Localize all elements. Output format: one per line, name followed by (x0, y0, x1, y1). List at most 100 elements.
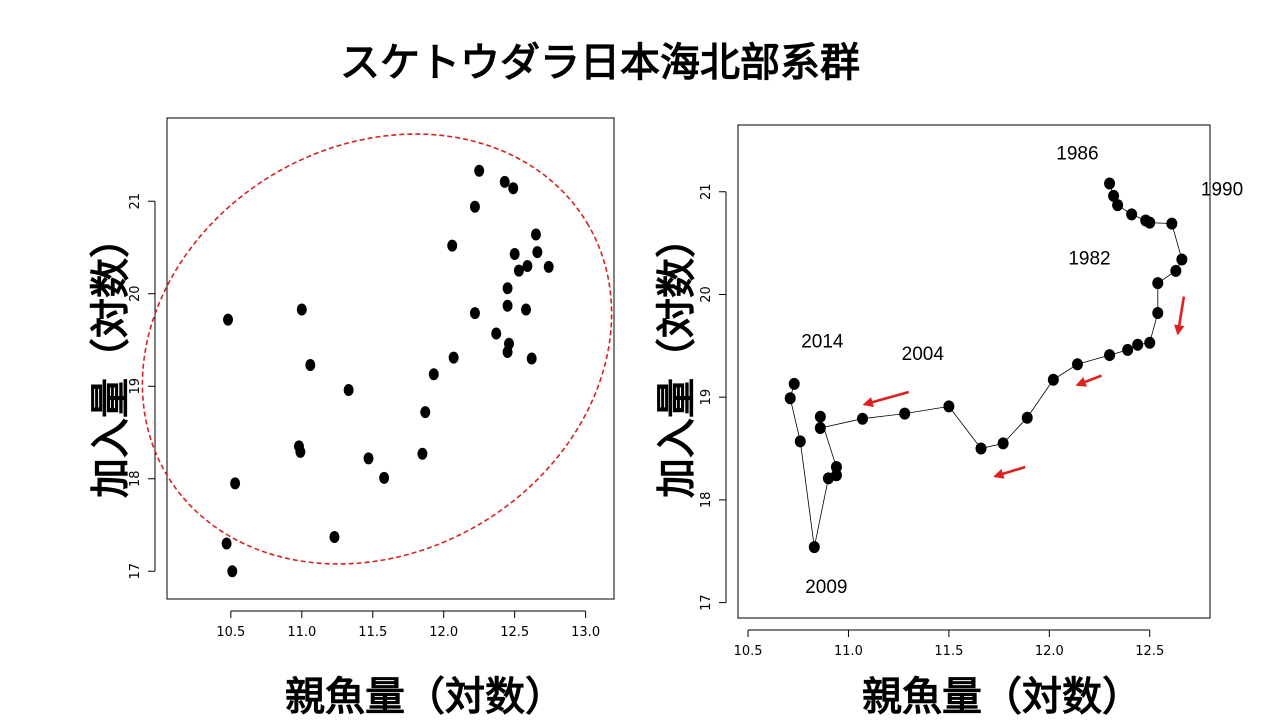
direction-arrow (862, 390, 910, 408)
trajectory-point (1047, 373, 1059, 386)
scatter-point (305, 358, 316, 371)
right-chart-y-tick-label: 20 (699, 286, 714, 303)
scatter-point (295, 445, 306, 458)
left-chart-x-tick-label: 12.5 (500, 625, 529, 640)
year-label: 2014 (801, 332, 844, 353)
year-label: 2004 (902, 344, 945, 365)
scatter-point (522, 260, 533, 272)
trajectory-point (1122, 343, 1134, 356)
left-chart-x-tick-label: 10.5 (216, 625, 245, 640)
left-chart-y-tick-label: 17 (128, 563, 143, 580)
trajectory-point (794, 435, 806, 448)
right-chart-xlabel: 親魚量（対数） (862, 674, 1142, 720)
enclosing-ellipse (141, 133, 613, 565)
left-chart-y-tick-label: 18 (128, 470, 143, 487)
trajectory-point (1126, 208, 1138, 221)
trajectory-point (1152, 277, 1164, 290)
scatter-point (417, 447, 428, 460)
right-chart-x-tick-label: 11.0 (834, 644, 863, 659)
left-chart-x-tick-label: 12.0 (429, 625, 458, 640)
right-chart-frame (737, 124, 1211, 619)
trajectory-line (789, 183, 1183, 548)
trajectory-point (857, 412, 869, 425)
scatter-point (227, 565, 238, 578)
right-chart-x-tick-label: 10.5 (734, 644, 763, 659)
scatter-point (521, 303, 532, 316)
scatter-point (469, 200, 480, 213)
left-chart-y-tick-label: 21 (128, 193, 143, 210)
trajectory-point (975, 442, 987, 455)
trajectory-point (997, 437, 1009, 450)
trajectory-point (943, 400, 955, 413)
scatter-point (221, 537, 232, 550)
scatter-point (447, 239, 458, 252)
scatter-point (469, 307, 480, 320)
scatter-point (491, 327, 502, 340)
scatter-point (343, 383, 354, 396)
trajectory-point (1170, 264, 1182, 277)
page-title: スケトウダラ日本海北部系群 (340, 40, 860, 86)
trajectory-point (784, 392, 796, 405)
scatter-point (526, 352, 537, 365)
trajectory-point (1071, 358, 1083, 371)
right-chart-y-tick-label: 21 (699, 183, 714, 200)
scatter-point (513, 264, 524, 277)
scatter-point (329, 531, 340, 544)
scatter-point (530, 228, 541, 241)
left-chart-y-tick-label: 19 (128, 378, 143, 395)
trajectory-point (1112, 199, 1124, 212)
scatter-point (503, 337, 514, 350)
trajectory-point (1152, 306, 1164, 319)
trajectory-point (1144, 336, 1156, 349)
year-label: 1982 (1068, 248, 1110, 269)
left-chart-x-tick-label: 11.0 (287, 625, 316, 640)
scatter-point (448, 351, 459, 364)
right-chart-y-tick-label: 17 (699, 594, 714, 611)
scatter-point (428, 368, 439, 381)
scatter-point (532, 246, 543, 259)
scatter-point (509, 247, 520, 260)
left-chart-xlabel: 親魚量（対数） (285, 674, 565, 720)
trajectory-point (1104, 349, 1116, 362)
direction-arrow (1174, 296, 1186, 336)
scatter-point (474, 164, 485, 177)
left-chart-frame (166, 117, 615, 600)
left-chart-x-tick-label: 13.0 (571, 625, 600, 640)
trajectory-point (1132, 338, 1144, 351)
trajectory-point (1144, 216, 1156, 229)
trajectory-point (822, 472, 834, 485)
scatter-point (420, 406, 431, 419)
right-chart-x-tick-label: 12.5 (1135, 644, 1164, 659)
trajectory-point (1108, 189, 1120, 202)
trajectory-point (814, 421, 826, 434)
scatter-point (223, 313, 234, 326)
left-chart-x-tick-label: 11.5 (358, 625, 387, 640)
scatter-point (508, 182, 519, 195)
scatter-point (379, 471, 390, 484)
scatter-point (230, 477, 241, 490)
trajectory-point (808, 541, 820, 554)
scatter-point (296, 303, 307, 316)
scatter-point (502, 299, 513, 312)
scatter-point (499, 175, 510, 188)
trajectory-point (814, 410, 826, 423)
trajectory-point (899, 407, 911, 420)
direction-arrow (1075, 374, 1103, 387)
scatter-point (543, 260, 554, 273)
trajectory-point (1104, 177, 1116, 190)
right-chart-x-tick-label: 12.0 (1035, 644, 1064, 659)
trajectory-point (788, 377, 800, 390)
trajectory-point (830, 461, 842, 474)
right-chart-x-tick-label: 11.5 (934, 644, 963, 659)
right-chart-y-tick-label: 18 (699, 492, 714, 509)
trajectory-point (1176, 253, 1188, 266)
trajectory-point (1021, 411, 1033, 424)
scatter-point (502, 282, 513, 295)
left-chart-y-tick-label: 20 (128, 285, 143, 302)
direction-arrow (993, 465, 1026, 479)
year-label: 2009 (805, 577, 847, 598)
year-label: 1990 (1201, 180, 1243, 201)
scatter-point (363, 452, 374, 465)
year-label: 1986 (1056, 144, 1098, 165)
